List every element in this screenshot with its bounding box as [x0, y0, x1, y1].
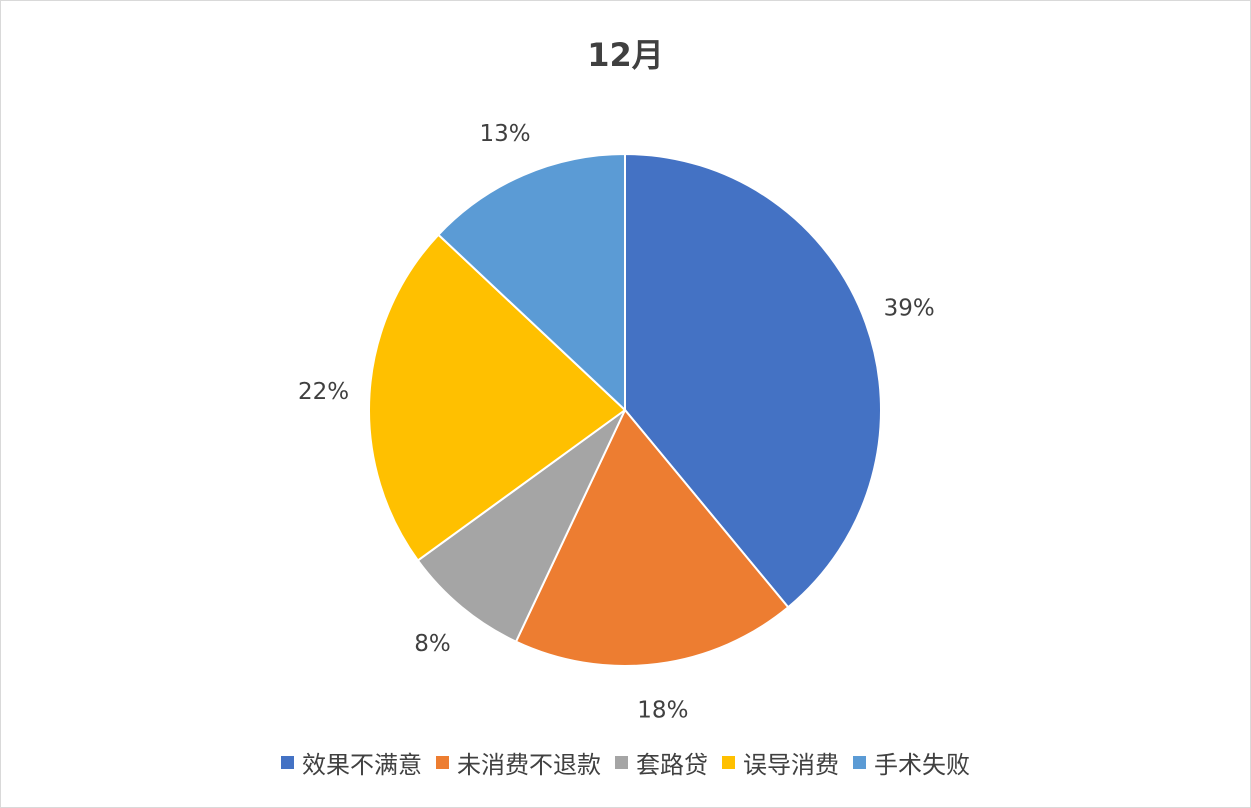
data-label-3: 22%	[298, 379, 349, 405]
chart-title: 12月	[587, 36, 664, 74]
legend-swatch	[281, 756, 294, 769]
pie-slice-1	[514, 408, 790, 667]
legend-label: 手术失败	[874, 751, 970, 779]
legend-item: 效果不满意	[281, 745, 422, 780]
legend-swatch	[436, 756, 449, 769]
legend: 效果不满意 未消费不退款 套路贷 误导消费 手术失败	[0, 745, 1251, 780]
data-label-2: 8%	[414, 631, 451, 657]
legend-swatch	[722, 756, 735, 769]
data-label-1: 18%	[637, 698, 688, 724]
legend-label: 未消费不退款	[457, 751, 601, 779]
legend-item: 手术失败	[853, 745, 970, 780]
legend-label: 效果不满意	[302, 751, 422, 779]
legend-item: 未消费不退款	[436, 745, 601, 780]
legend-label: 误导消费	[743, 751, 839, 779]
legend-swatch	[615, 756, 628, 769]
pie-slice-3	[368, 233, 627, 562]
legend-label: 套路贷	[636, 751, 708, 779]
legend-swatch	[853, 756, 866, 769]
data-label-4: 13%	[479, 121, 530, 147]
pie-slice-0	[624, 152, 882, 609]
data-label-0: 39%	[884, 296, 935, 322]
pie-slice-4	[436, 152, 626, 413]
pie-slice-2	[416, 409, 626, 643]
legend-item: 套路贷	[615, 745, 708, 780]
legend-item: 误导消费	[722, 745, 839, 780]
